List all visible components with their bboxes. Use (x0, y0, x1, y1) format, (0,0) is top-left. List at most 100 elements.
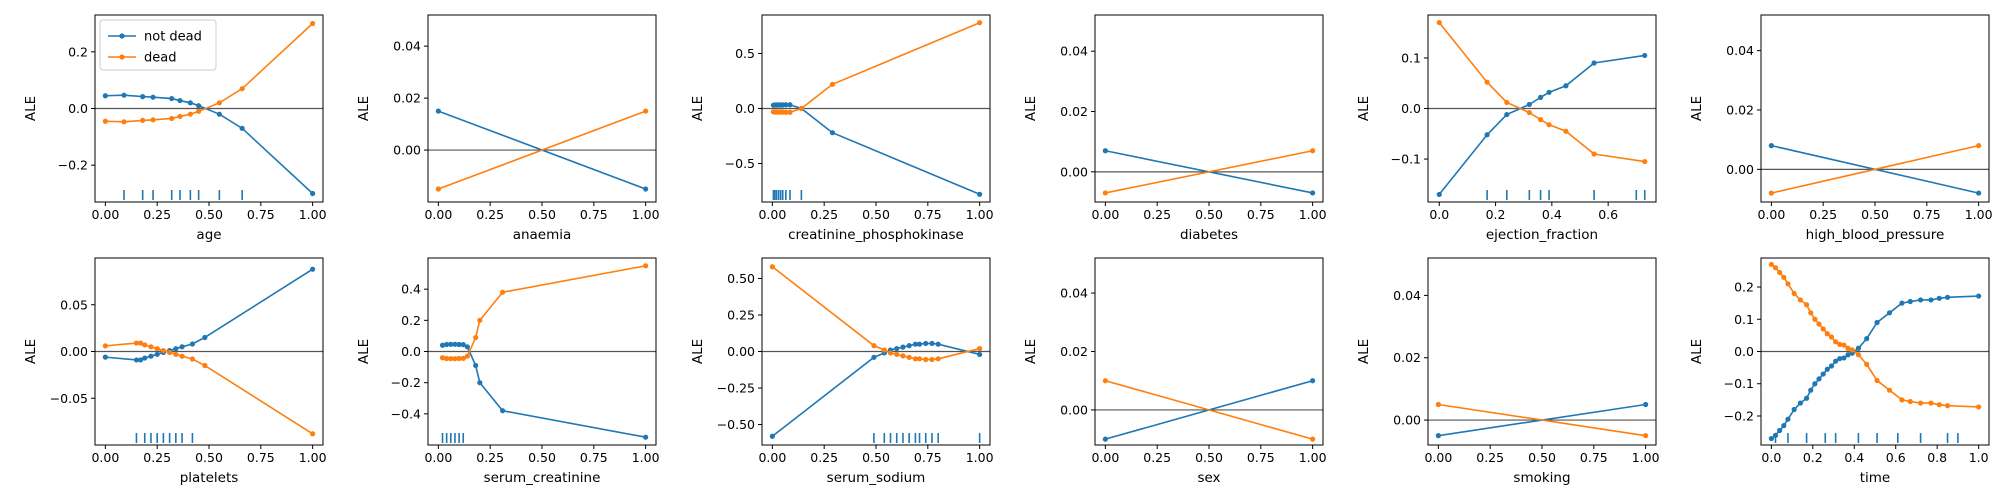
ale-panel-creatinine_phosphokinase: 0.00 0.25 0.50 0.75 1.00 −0.5 0.0 0.5 creatinine… (690, 14, 994, 243)
x-tick-label: 0.50 (1861, 207, 1889, 222)
y-axis-label: ALE (23, 96, 39, 121)
y-axis-label: ALE (690, 96, 706, 121)
data-point (1504, 111, 1510, 118)
data-point (1976, 190, 1982, 196)
data-point (643, 434, 649, 440)
series-line-not-dead (1438, 54, 1645, 195)
y-tick-label: 0.02 (1393, 350, 1421, 365)
y-tick-label: 0.00 (1726, 162, 1754, 177)
x-tick-label: 1.00 (632, 450, 660, 465)
data-point (1845, 345, 1851, 351)
x-tick-label: 0.75 (247, 207, 275, 222)
x-tick-label: 0.75 (1580, 450, 1608, 465)
data-point (783, 109, 789, 115)
data-point (1504, 99, 1510, 106)
data-point (912, 356, 918, 362)
data-point (1855, 352, 1862, 358)
data-point (1768, 261, 1774, 268)
data-point (133, 357, 140, 363)
data-point (1828, 363, 1835, 369)
series-line-not-dead (105, 268, 314, 361)
x-tick-label: 0.75 (1913, 207, 1941, 222)
data-point (138, 357, 144, 363)
data-point (202, 362, 208, 369)
data-point (173, 346, 179, 352)
data-point (1791, 406, 1797, 413)
data-point (894, 351, 900, 358)
data-point (787, 109, 793, 115)
y-tick-label: −0.5 (725, 156, 755, 171)
data-point (1310, 378, 1316, 384)
data-point (138, 340, 144, 346)
data-point (179, 344, 185, 350)
ale-panel-platelets: 0.00 0.25 0.50 0.75 1.00 −0.05 0.00 0.05 platele… (23, 257, 327, 486)
ale-panel-ejection_fraction: 0.0 0.2 0.4 0.6 −0.1 0.0 0.1 ejection_fraction A… (1356, 14, 1657, 243)
data-point (1936, 402, 1942, 408)
x-tick-label: 1.00 (1632, 450, 1660, 465)
data-point (1772, 265, 1779, 271)
x-tick-label: 0.0 (1429, 207, 1449, 222)
data-point (916, 341, 923, 347)
y-tick-label: 0.04 (1060, 44, 1088, 59)
data-point (150, 94, 156, 100)
y-tick-label: 0.2 (1734, 280, 1754, 295)
y-axis-label: ALE (1023, 339, 1039, 364)
x-tick-label: 0.50 (1195, 450, 1223, 465)
data-point (1808, 310, 1814, 316)
data-point (643, 263, 649, 269)
x-axis-label: sex (1197, 470, 1220, 486)
data-point (1828, 334, 1835, 340)
data-point (1936, 295, 1942, 301)
data-point (452, 341, 458, 347)
data-point (881, 347, 887, 353)
series-line-dead (1771, 144, 1979, 194)
y-tick-label: −0.05 (50, 391, 88, 406)
data-point (1591, 151, 1597, 157)
data-point (464, 353, 470, 359)
data-point (929, 356, 935, 363)
data-point (167, 349, 173, 356)
data-point (1526, 109, 1532, 116)
y-tick-label: −0.2 (391, 375, 421, 390)
data-point (769, 433, 775, 439)
x-tick-label: 0.75 (914, 207, 942, 222)
x-tick-label: 1.00 (299, 450, 327, 465)
y-tick-label: 0.04 (1060, 286, 1088, 301)
data-point (169, 95, 175, 102)
data-point (477, 317, 483, 323)
data-point (1777, 269, 1783, 276)
x-tick-label: 0.75 (1247, 450, 1275, 465)
legend-entry-label: dead (144, 51, 176, 66)
x-tick-label: 0.4 (1542, 207, 1562, 222)
data-point (196, 108, 202, 114)
x-tick-label: 0.75 (247, 450, 275, 465)
data-point (102, 93, 108, 99)
data-point (1768, 435, 1774, 442)
ale-panel-high_blood_pressure: 0.00 0.25 0.50 0.75 1.00 0.00 0.02 0.04 high_blo… (1689, 14, 1993, 243)
data-point (900, 344, 906, 350)
x-tick-label: 0.2 (1803, 450, 1823, 465)
data-point (1642, 52, 1648, 59)
data-point (154, 346, 160, 352)
data-point (1824, 331, 1830, 337)
x-tick-label: 0.6 (1886, 450, 1906, 465)
x-tick-label: 0.50 (195, 450, 223, 465)
y-axis-label: ALE (23, 339, 39, 364)
data-point (977, 351, 983, 358)
series-line-dead (438, 110, 646, 190)
axes-frame (1427, 257, 1657, 446)
x-tick-label: 0.50 (528, 450, 556, 465)
data-point (1435, 401, 1441, 408)
ale-panel-smoking: 0.00 0.25 0.50 0.75 1.00 0.00 0.02 0.04 smoking A… (1356, 257, 1660, 486)
y-axis-label: ALE (1689, 339, 1705, 364)
x-tick-label: 0.50 (862, 450, 890, 465)
data-point (769, 264, 775, 270)
data-point (133, 340, 140, 346)
data-point (1899, 397, 1905, 403)
x-tick-label: 0.8 (1927, 450, 1947, 465)
data-point (189, 356, 196, 362)
ale-panel-serum_creatinine: 0.00 0.25 0.50 0.75 1.00 −0.4 −0.2 0.0 0.2 0.4 ser… (356, 257, 660, 486)
data-point (150, 117, 156, 123)
x-axis-label: ejection_fraction (1486, 227, 1598, 243)
